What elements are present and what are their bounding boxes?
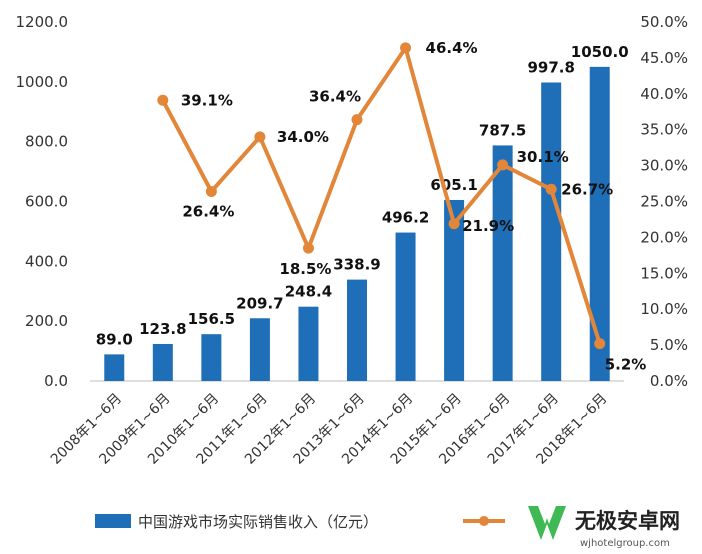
bar-data-label: 156.5 <box>188 310 235 328</box>
growth-rate-data-label: 26.4% <box>182 202 234 220</box>
right-axis: 0.0% 5.0% 10.0% 15.0% 20.0% 25.0% 30.0% 35.0% 40… <box>640 13 688 390</box>
right-axis-tick-label: 45.0% <box>640 49 688 67</box>
bar-data-label: 123.8 <box>139 320 186 338</box>
bar-data-label: 209.7 <box>236 294 283 312</box>
bar <box>201 334 222 381</box>
bar-data-label: 997.8 <box>527 58 574 76</box>
growth-rate-marker <box>302 242 314 254</box>
left-axis: 0.0 200.0 400.0 600.0 800.0 1000.0 1200.0 <box>16 13 69 390</box>
growth-rate-data-label: 36.4% <box>309 88 361 106</box>
bar <box>347 279 367 381</box>
right-axis-tick-label: 10.0% <box>640 300 688 318</box>
growth-rate-data-label: 46.4% <box>426 39 478 57</box>
growth-rate-marker <box>254 131 266 143</box>
bar <box>104 354 125 381</box>
right-axis-tick-label: 0.0% <box>650 372 688 390</box>
bar <box>541 82 562 381</box>
growth-rate-line <box>161 45 602 345</box>
legend-bar-label: 中国游戏市场实际销售收入（亿元） <box>138 513 378 531</box>
left-axis-tick-label: 400.0 <box>25 252 68 270</box>
growth-rate-marker <box>448 218 460 230</box>
growth-rate-marker <box>594 338 606 350</box>
watermark-url: wjhotelgroup.com <box>580 538 670 549</box>
growth-rate-marker <box>351 114 363 126</box>
right-axis-tick-label: 50.0% <box>640 13 688 31</box>
left-axis-tick-label: 1200.0 <box>16 13 69 31</box>
growth-rate-data-label: 26.7% <box>561 180 613 198</box>
left-axis-tick-label: 1000.0 <box>16 73 69 91</box>
growth-rate-marker <box>497 159 509 171</box>
bar-data-label: 1050.0 <box>571 43 629 61</box>
bar <box>395 232 416 381</box>
left-axis-tick-label: 0.0 <box>44 372 68 390</box>
bar-series <box>104 66 610 381</box>
bar <box>444 199 465 381</box>
growth-rate-data-label: 21.9% <box>462 217 514 235</box>
watermark: 无极安卓网 wjhotelgroup.com <box>525 501 680 549</box>
right-axis-tick-label: 30.0% <box>640 157 688 175</box>
growth-rate-marker <box>157 94 169 106</box>
growth-rate-data-labels: 39.1% 26.4% 34.0% 18.5% 36.4% 46.4% 21.9% 30.1%… <box>181 39 647 374</box>
growth-rate-marker <box>205 185 217 197</box>
bar <box>152 343 173 381</box>
category-axis-labels: 2008年1~6月2009年1~6月2010年1~6月2011年1~6月2012… <box>48 391 611 468</box>
growth-rate-data-label: 39.1% <box>181 91 233 109</box>
legend: 中国游戏市场实际销售收入（亿元） <box>95 513 505 531</box>
growth-rate-marker <box>400 42 412 54</box>
growth-rate-markers <box>157 42 606 350</box>
bar-data-label: 496.2 <box>382 209 429 227</box>
right-axis-tick-label: 40.0% <box>640 85 688 103</box>
bar <box>492 145 513 381</box>
growth-rate-data-label: 5.2% <box>605 356 647 374</box>
watermark-logo-icon <box>525 501 569 545</box>
left-axis-tick-label: 800.0 <box>25 133 68 151</box>
growth-rate-data-label: 30.1% <box>517 148 569 166</box>
bar-data-label: 605.1 <box>430 176 477 194</box>
left-axis-tick-label: 600.0 <box>25 193 68 211</box>
growth-rate-marker <box>545 183 557 195</box>
bar <box>589 66 610 381</box>
bar-data-label: 787.5 <box>479 121 526 139</box>
legend-line-marker <box>479 516 489 526</box>
right-axis-tick-label: 15.0% <box>640 264 688 282</box>
bar <box>298 306 319 381</box>
bar-data-label: 338.9 <box>333 256 380 274</box>
growth-rate-data-label: 18.5% <box>279 260 331 278</box>
left-axis-tick-label: 200.0 <box>25 312 68 330</box>
bar-data-label: 248.4 <box>285 283 332 301</box>
right-axis-tick-label: 20.0% <box>640 228 688 246</box>
watermark-name: 无极安卓网 <box>575 509 680 533</box>
growth-rate-data-label: 34.0% <box>277 128 329 146</box>
right-axis-tick-label: 25.0% <box>640 193 688 211</box>
bar <box>249 318 270 381</box>
right-axis-tick-label: 5.0% <box>650 336 688 354</box>
right-axis-tick-label: 35.0% <box>640 121 688 139</box>
legend-bar-swatch <box>95 514 131 528</box>
bar-data-label: 89.0 <box>96 330 133 348</box>
